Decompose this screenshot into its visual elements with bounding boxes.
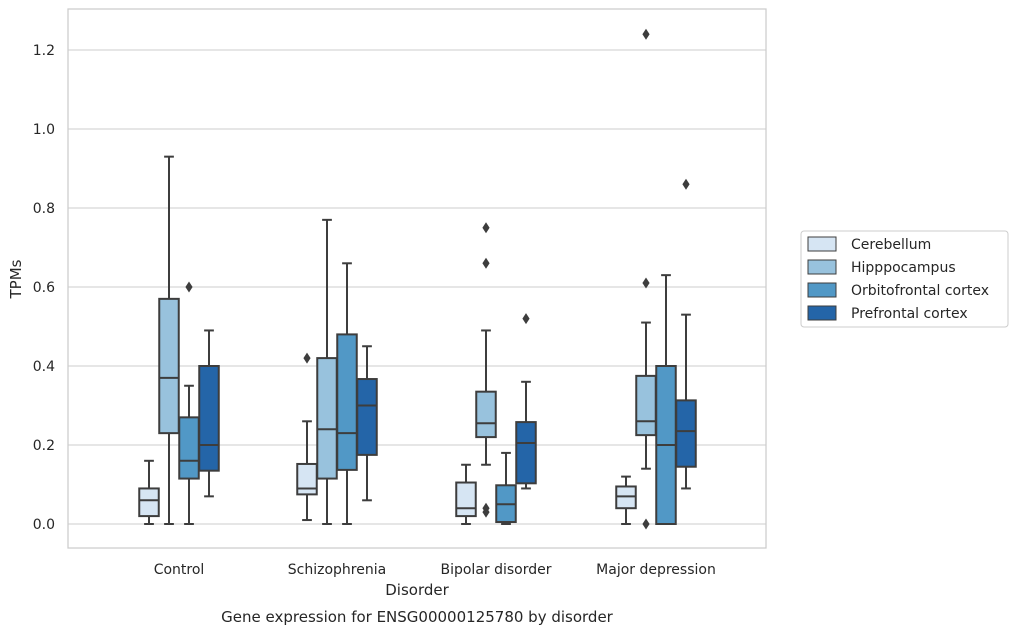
box [198,365,220,472]
legend-label: Orbitofrontal cortex [851,283,989,299]
y-tick-label: 1.0 [33,122,55,138]
y-tick-label: 0.4 [33,359,55,375]
outlier-point [303,352,311,364]
box-orbitofrontal-cortex [655,274,677,525]
box-cerebellum [615,475,637,525]
x-tick-label: Bipolar disorder [440,562,551,578]
box-orbitofrontal-cortex [336,262,358,525]
box [138,487,160,518]
box-orbitofrontal-cortex [495,451,517,525]
legend-frame [800,230,1009,328]
box-cerebellum [138,459,160,525]
y-tick-labels: 0.0 0.2 0.4 0.6 0.8 1.0 1.2 [33,43,55,533]
box-prefrontal-cortex [198,329,220,498]
box-prefrontal-cortex [675,178,697,490]
y-tick-label: 0.0 [33,517,55,533]
legend-swatch [807,259,837,275]
box [356,378,378,456]
y-tick-label: 0.6 [33,280,55,296]
box [336,333,358,471]
box [296,462,318,496]
legend-swatch [807,282,837,298]
box [475,390,497,439]
box-cerebellum [296,352,318,522]
box [178,416,200,480]
box [515,421,537,485]
y-tick-label: 0.8 [33,201,55,217]
y-tick-label: 0.2 [33,438,55,454]
box-series [138,28,697,530]
legend-label: Prefrontal cortex [851,306,968,322]
legend-label: Hipppocampus [851,260,956,276]
plot-frame [67,8,767,549]
legend: Cerebellum Hipppocampus Orbitofrontal cort… [800,230,1009,328]
box [455,481,477,518]
box-hipppocampus [635,28,657,530]
outlier-point [522,313,530,325]
box [316,357,338,480]
outlier-point [482,502,490,514]
box-hipppocampus [158,155,180,525]
outlier-point [482,222,490,234]
chart-caption: Gene expression for ENSG00000125780 by d… [221,608,614,626]
x-tick-label: Major depression [596,562,716,578]
box-prefrontal-cortex [515,313,537,490]
box [675,399,697,468]
outlier-point [642,518,650,530]
y-axis-label: TPMs [7,259,25,299]
x-tick-label: Control [154,562,205,578]
outlier-point [185,281,193,293]
outlier-point [682,178,690,190]
box [635,374,657,437]
legend-swatch [807,236,837,252]
box-hipppocampus [475,222,497,518]
x-tick-label: Schizophrenia [288,562,386,578]
legend-swatch [807,305,837,321]
box-cerebellum [455,463,477,525]
box-hipppocampus [316,218,338,525]
legend-label: Cerebellum [851,237,931,253]
outlier-point [482,257,490,269]
outlier-point [642,28,650,40]
x-tick-labels: Control Schizophrenia Bipolar disorder Majo… [154,562,716,578]
x-axis-label: Disorder [385,581,449,599]
outlier-point [642,277,650,289]
box [158,297,180,435]
box-orbitofrontal-cortex [178,281,200,525]
box-prefrontal-cortex [356,345,378,502]
y-tick-label: 1.2 [33,43,55,59]
